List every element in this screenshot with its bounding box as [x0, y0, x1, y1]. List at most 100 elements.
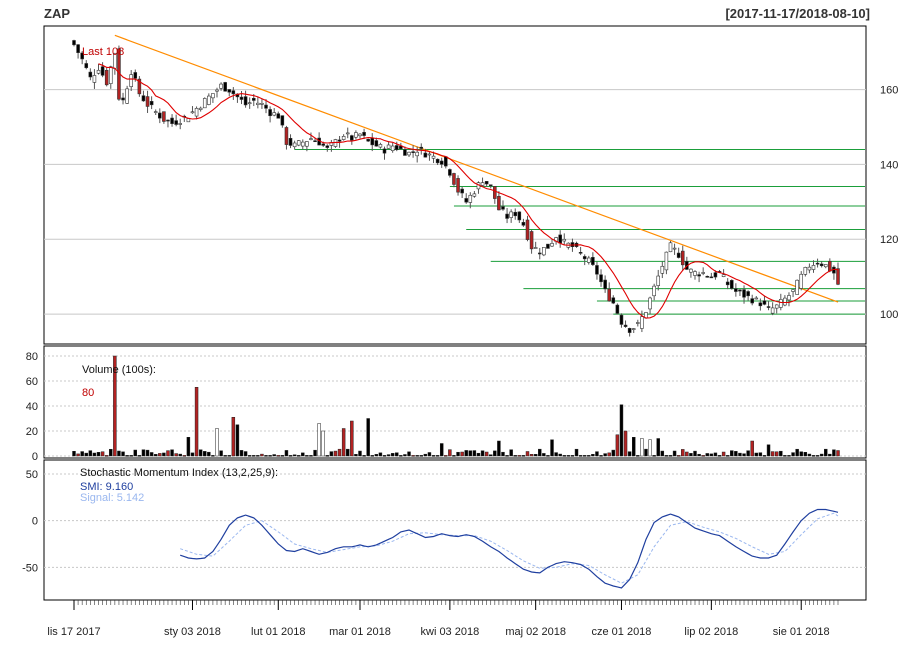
smi-tick-label: 50 [26, 469, 38, 481]
volume-bar [578, 455, 583, 457]
candle-body [668, 242, 673, 253]
volume-bar [730, 450, 734, 457]
candle-body [207, 95, 211, 105]
volume-last-value: 80 [82, 387, 94, 399]
candle-body [497, 195, 501, 211]
volume-bar [525, 451, 530, 457]
volume-bar [627, 451, 632, 457]
volume-bar [100, 451, 105, 457]
candle-body [697, 274, 701, 277]
volume-bar [623, 430, 628, 457]
candle-body [550, 243, 554, 247]
candle-body [121, 97, 125, 101]
volume-bar [215, 428, 219, 457]
candle-body [403, 149, 407, 156]
volume-panel: 0 20 40 60 80 Volume (100s): 80 [26, 345, 867, 463]
candle-body [807, 266, 812, 271]
candle-body [693, 271, 697, 276]
volume-bar [644, 448, 648, 457]
volume-bar [174, 453, 178, 457]
candle-body [619, 314, 624, 325]
candle-body [484, 181, 489, 185]
volume-bar [566, 455, 571, 457]
volume-bar [619, 404, 624, 457]
candle-body [721, 274, 726, 277]
candle-body [819, 263, 824, 267]
volume-bar [533, 454, 538, 457]
volume-bar [517, 455, 522, 457]
volume-bar [260, 453, 264, 457]
volume-bar [734, 451, 738, 457]
volume-bar [219, 450, 223, 457]
volume-bar [296, 455, 301, 457]
volume-bar [239, 450, 244, 457]
volume-bar [439, 443, 444, 457]
candle-body [158, 112, 162, 119]
volume-bar [178, 453, 182, 457]
smi-tick-label: -50 [22, 562, 38, 574]
candle-body [337, 139, 342, 142]
candle-body [137, 78, 142, 95]
x-tick-label: lis 17 2017 [47, 626, 100, 638]
volume-bar [770, 451, 775, 457]
candle-body [803, 267, 808, 275]
candle-body [525, 219, 530, 240]
volume-bar [501, 451, 505, 457]
volume-bar [591, 454, 595, 457]
candle-body [84, 63, 89, 69]
candle-body [599, 274, 603, 283]
candle-body [96, 69, 101, 74]
chart-title: ZAP [44, 6, 70, 21]
candle-body [607, 288, 611, 302]
candle-body [452, 173, 456, 185]
volume-tick-label: 40 [26, 401, 38, 413]
volume-bar [227, 455, 231, 457]
candle-body [170, 117, 174, 124]
candle-body [341, 136, 346, 140]
volume-bar [104, 455, 109, 457]
volume-bar [84, 452, 88, 457]
candle-body [537, 252, 542, 255]
candle-body [529, 231, 534, 250]
candle-body [162, 111, 166, 122]
volume-bar [529, 454, 534, 457]
volume-bar [203, 451, 207, 457]
volume-bar [750, 440, 754, 457]
volume-bar [382, 455, 387, 457]
smi-legend-smi: SMI: 9.160 [80, 481, 133, 493]
volume-bar [76, 453, 80, 457]
volume-bar [468, 450, 473, 457]
volume-bar [419, 455, 423, 457]
candle-body [444, 156, 448, 167]
candle-body [660, 265, 665, 274]
volume-bar [819, 453, 824, 457]
volume-bar [444, 455, 448, 457]
candle-body [456, 178, 460, 193]
candle-body [623, 324, 628, 327]
candle-body [672, 247, 677, 250]
volume-bar [370, 455, 374, 457]
volume-bar [129, 455, 133, 457]
candle-body [591, 257, 595, 265]
volume-bar [464, 450, 468, 457]
volume-bar [333, 450, 338, 457]
smi-title: Stochastic Momentum Index (13,2,25,9): [80, 467, 278, 479]
candle-body [627, 328, 632, 333]
volume-bar [558, 453, 562, 457]
volume-bar [509, 449, 513, 457]
volume-tick-label: 80 [26, 351, 38, 363]
volume-bar [599, 455, 603, 457]
candle-body [836, 268, 840, 285]
volume-bar [149, 452, 154, 457]
volume-bar [828, 453, 832, 457]
volume-bar [158, 453, 162, 457]
volume-bar [554, 452, 558, 457]
candle-body [305, 141, 309, 147]
candle-body [145, 96, 150, 107]
volume-bar [362, 455, 366, 457]
volume-bar [832, 449, 836, 457]
candle-body [460, 188, 464, 194]
volume-bar [109, 448, 113, 457]
candle-body [247, 102, 252, 105]
volume-bar [341, 428, 346, 457]
